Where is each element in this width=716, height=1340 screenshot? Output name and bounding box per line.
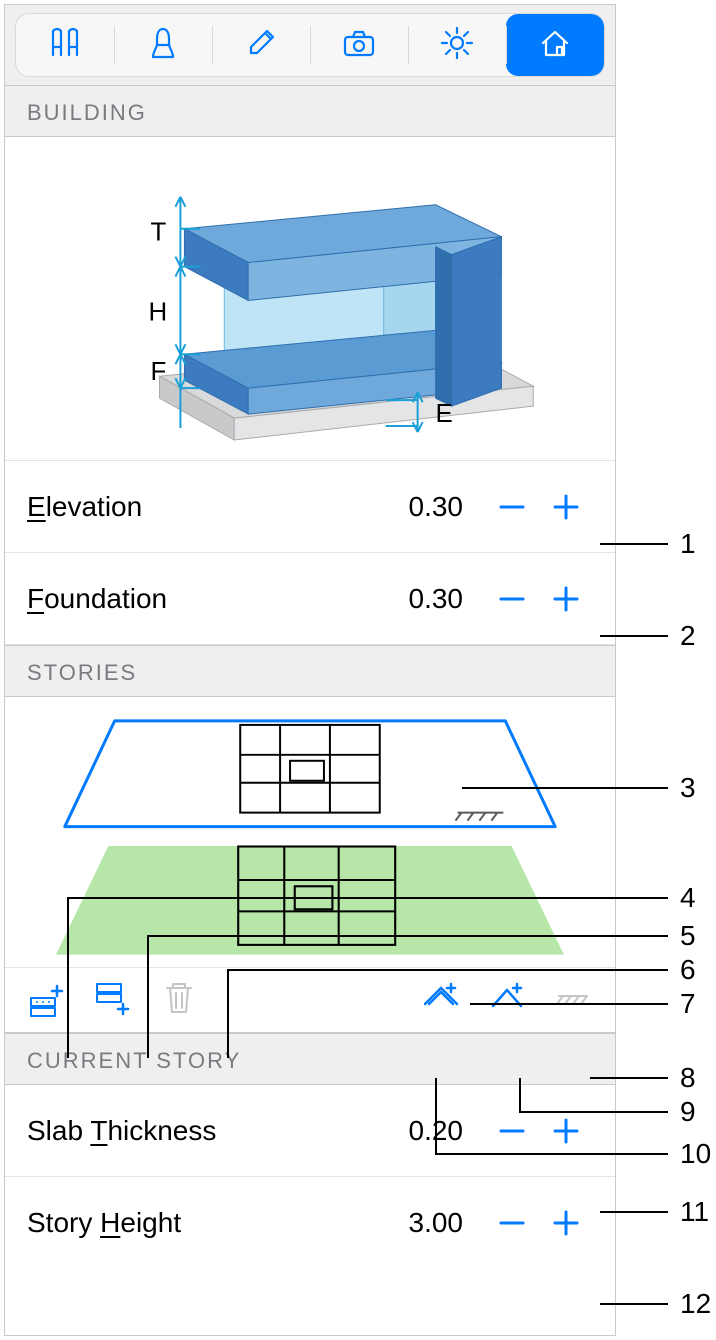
ground-icon xyxy=(553,1005,593,1022)
trash-icon xyxy=(159,1005,199,1022)
section-header-current-story: CURRENT STORY xyxy=(5,1033,615,1085)
add-roof-button[interactable] xyxy=(421,978,461,1023)
story-layer-ground[interactable] xyxy=(57,847,563,955)
callout-number: 3 xyxy=(680,772,696,804)
pencil-icon xyxy=(243,25,279,66)
camera-icon xyxy=(341,25,377,66)
tab-edit[interactable] xyxy=(212,14,310,76)
story-height-minus-button[interactable] xyxy=(485,1196,539,1250)
story-layer-upper[interactable] xyxy=(65,721,555,827)
tab-camera[interactable] xyxy=(310,14,408,76)
calipers-icon xyxy=(47,25,83,66)
callout-number: 2 xyxy=(680,620,696,652)
elevation-minus-button[interactable] xyxy=(485,480,539,534)
diagram-label-e: E xyxy=(436,400,453,428)
tab-measure[interactable] xyxy=(16,14,114,76)
row-story-height: Story Height 3.00 xyxy=(5,1177,615,1269)
diagram-label-t: T xyxy=(151,219,167,247)
elevation-plus-button[interactable] xyxy=(539,480,593,534)
story-height-value: 3.00 xyxy=(371,1207,463,1239)
tab-building[interactable] xyxy=(506,14,604,76)
callout-number: 10 xyxy=(680,1138,711,1170)
callout-number: 6 xyxy=(680,954,696,986)
story-height-plus-button[interactable] xyxy=(539,1196,593,1250)
stories-toolbar xyxy=(5,967,615,1033)
story-add-above-icon xyxy=(27,1005,67,1022)
roof-add-icon xyxy=(421,1005,461,1022)
foundation-value: 0.30 xyxy=(371,583,463,615)
row-elevation: Elevation 0.30 xyxy=(5,461,615,553)
callout-number: 5 xyxy=(680,920,696,952)
callout-number: 9 xyxy=(680,1096,696,1128)
add-story-below-button[interactable] xyxy=(93,978,133,1023)
house-icon xyxy=(537,25,573,66)
foundation-label: Foundation xyxy=(27,583,371,615)
story-height-label: Story Height xyxy=(27,1207,371,1239)
stories-stack[interactable] xyxy=(5,697,615,967)
delete-story-button[interactable] xyxy=(159,978,199,1023)
annotated-screenshot: BUILDING xyxy=(0,0,716,1340)
row-slab-thickness: Slab Thickness 0.20 xyxy=(5,1085,615,1177)
diagram-label-h: H xyxy=(149,298,168,326)
foundation-plus-button[interactable] xyxy=(539,572,593,626)
callout-number: 12 xyxy=(680,1288,711,1320)
inspector-panel: BUILDING xyxy=(4,4,616,1336)
building-diagram: T H F E xyxy=(5,137,615,461)
slab-thickness-minus-button[interactable] xyxy=(485,1104,539,1158)
brush-icon xyxy=(145,25,181,66)
section-header-building: BUILDING xyxy=(5,86,615,137)
elevation-value: 0.30 xyxy=(371,491,463,523)
add-story-above-button[interactable] xyxy=(27,978,67,1023)
callout-number: 4 xyxy=(680,882,696,914)
callout-number: 11 xyxy=(680,1196,709,1228)
elevation-label: Elevation xyxy=(27,491,371,523)
callout-number: 8 xyxy=(680,1062,696,1094)
row-foundation: Foundation 0.30 xyxy=(5,553,615,645)
ground-marker-button[interactable] xyxy=(553,978,593,1023)
tab-light[interactable] xyxy=(408,14,506,76)
foundation-minus-button[interactable] xyxy=(485,572,539,626)
slab-thickness-value: 0.20 xyxy=(371,1115,463,1147)
callout-number: 7 xyxy=(680,988,696,1020)
section-header-stories: STORIES xyxy=(5,645,615,697)
add-gable-button[interactable] xyxy=(487,978,527,1023)
slab-thickness-plus-button[interactable] xyxy=(539,1104,593,1158)
gable-add-icon xyxy=(487,1005,527,1022)
diagram-label-f: F xyxy=(151,358,167,386)
inspector-tab-segmented xyxy=(15,13,605,77)
sun-icon xyxy=(439,25,475,66)
story-add-below-icon xyxy=(93,1005,133,1022)
inspector-tab-bar xyxy=(5,5,615,86)
callout-number: 1 xyxy=(680,528,696,560)
tab-materials[interactable] xyxy=(114,14,212,76)
slab-thickness-label: Slab Thickness xyxy=(27,1115,371,1147)
